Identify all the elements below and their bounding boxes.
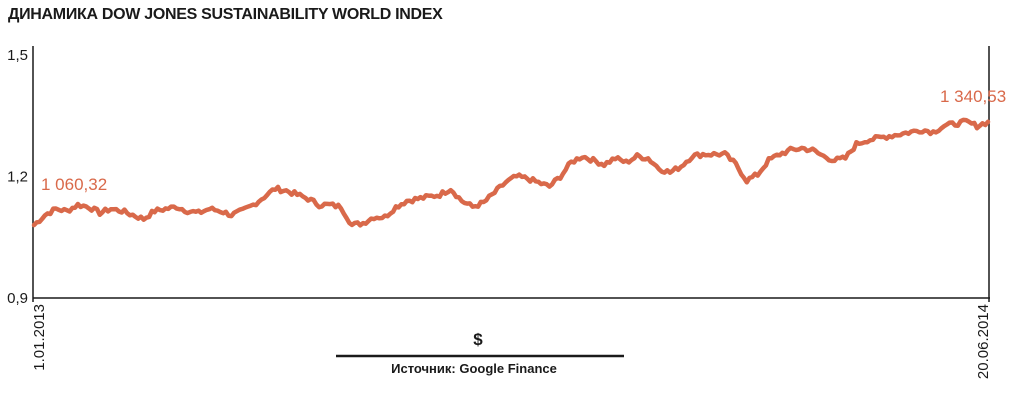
unit-label: $ [473,330,483,349]
y-tick-label: 1,2 [7,169,28,186]
chart-title: ДИНАМИКА DOW JONES SUSTAINABILITY WORLD … [8,6,443,23]
x-tick-label: 1.01.2013 [31,304,48,371]
end-value-label: 1 340,53 [940,87,1006,106]
start-value-label: 1 060,32 [41,175,107,194]
series-line [31,117,991,228]
y-tick-label: 1,5 [7,47,28,64]
source-label: Источник: Google Finance [391,361,557,376]
y-tick-label: 0,9 [7,290,28,307]
x-tick-label: 20.06.2014 [975,304,992,379]
